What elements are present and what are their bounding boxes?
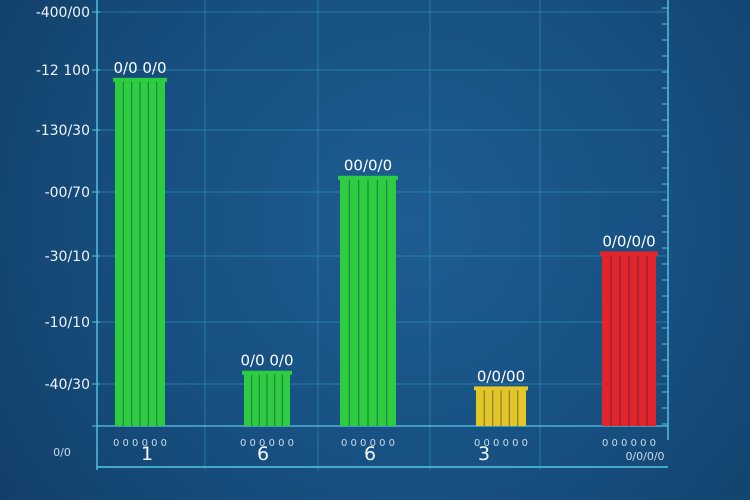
x-category-label: 3	[478, 443, 490, 465]
y-tick-label: -00/70	[45, 185, 90, 201]
y-tick-label: -40/30	[45, 377, 90, 393]
x-category-label: 6	[364, 443, 376, 465]
bar-fill	[602, 254, 656, 426]
y-tick-label: -400/00	[36, 5, 90, 21]
bar	[600, 251, 658, 426]
bar-cap	[600, 251, 658, 256]
bar-base-label: 0 0 0 0 0 0	[602, 438, 656, 449]
corner-label-left: 0/0	[53, 446, 71, 459]
bar	[474, 386, 528, 426]
bar-base-label: 0 0 0 0 0 0	[474, 438, 528, 449]
bar-fill	[340, 178, 396, 426]
label-layer: -40/30 -10/10 -30/10 -00/70 -130/30 -12 100 -4…	[36, 5, 665, 465]
bar-cap	[474, 386, 528, 391]
bar-value-label: 0/0/0/0	[602, 232, 655, 250]
bar-base-label: 0 0 0 0 0 0	[240, 438, 294, 449]
bar	[113, 77, 167, 426]
bar	[242, 370, 292, 426]
bar-base-label: 0 0 0 0 0 0	[341, 438, 395, 449]
corner-label-right: 0/0/0/0	[625, 450, 664, 463]
bar-layer	[113, 77, 658, 426]
y-tick-label: -12 100	[36, 63, 90, 79]
bar-base-label: 0 0 0 0 0 0	[113, 438, 167, 449]
x-category-label: 6	[257, 443, 269, 465]
y-tick-label: -10/10	[45, 315, 90, 331]
bar-cap	[242, 370, 292, 375]
bar-value-label: 00/0/0	[344, 157, 392, 175]
y-tick-label: -130/30	[36, 123, 90, 139]
bar	[338, 175, 398, 426]
bar-cap	[113, 77, 167, 82]
y-tick-label: -30/10	[45, 249, 90, 265]
x-category-label: 1	[141, 443, 153, 465]
bar-cap	[338, 175, 398, 180]
bar-fill	[115, 80, 165, 426]
bar-fill	[476, 389, 526, 426]
bar-value-label: 0/0 0/0	[113, 59, 166, 77]
bar-fill	[244, 373, 290, 426]
bar-value-label: 0/0/00	[477, 367, 525, 385]
bar-value-label: 0/0 0/0	[240, 352, 293, 370]
